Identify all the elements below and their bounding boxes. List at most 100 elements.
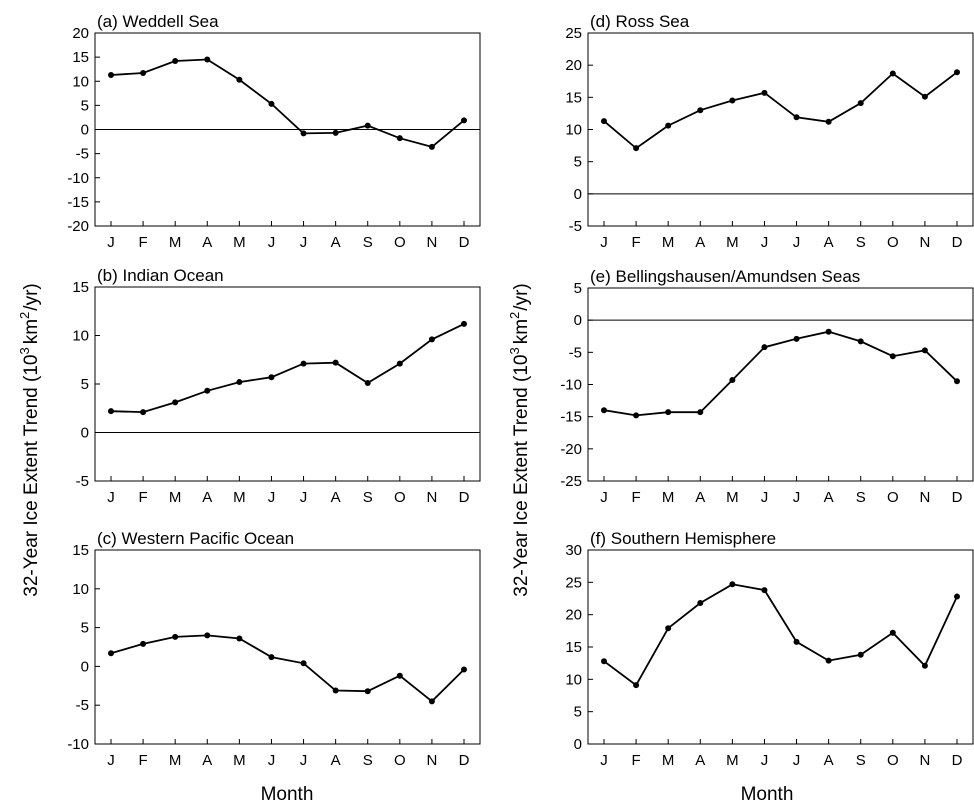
x-tick-label: A (331, 489, 341, 506)
x-tick-label: D (952, 489, 963, 506)
x-tick-label: F (139, 234, 148, 251)
x-tick-label: N (426, 752, 437, 769)
x-tick-label: A (202, 489, 212, 506)
x-tick-label: J (761, 489, 769, 506)
y-tick-label: -5 (569, 218, 582, 235)
data-point (332, 359, 339, 366)
panel-indian: -5 0 5 10 15 J F M A M J J A S O N D (b) Indian Ocean (72, 266, 481, 506)
y-tick-label: 20 (72, 25, 89, 42)
data-point (108, 650, 114, 657)
data-point (601, 118, 607, 125)
panel-southern-hemisphere: 0 5 10 15 20 25 30 J F M A M J J A S O N D (f) Southern Hem… (565, 529, 974, 769)
y-tick-label: 15 (565, 89, 582, 106)
data-point (364, 380, 371, 387)
x-tick-label: A (824, 489, 834, 506)
y-tick-label: 10 (565, 122, 582, 139)
panel-western-pacific: -10 -5 0 5 10 15 J F M A M J J A S O N D (c) Western Pacif… (67, 529, 481, 769)
y-tick-label: -10 (67, 736, 89, 753)
x-tick-label: N (426, 234, 437, 251)
x-tick-label: N (426, 489, 437, 506)
x-tick-label: J (793, 752, 801, 769)
data-point (332, 687, 339, 694)
data-point (428, 336, 435, 343)
data-point (236, 635, 243, 642)
y-tick-label: 5 (574, 704, 582, 721)
x-tick-label: A (824, 752, 834, 769)
x-tick-label: O (887, 234, 899, 251)
x-tick-label: M (233, 489, 246, 506)
panel-weddell: -20 -15 -10 -5 0 5 10 15 20 J F M A M J J A S O N D (a) Wedde… (67, 12, 481, 251)
data-point (268, 100, 275, 107)
y-tick-label: 15 (565, 639, 582, 656)
data-point (140, 70, 147, 77)
x-tick-label: M (662, 752, 675, 769)
x-tick-label: J (761, 752, 769, 769)
data-point (665, 409, 672, 416)
y-tick-label: 0 (81, 658, 89, 675)
data-point (396, 135, 403, 142)
y-axis-label-right: 32-Year Ice Extent Trend (103km2/yr) (507, 283, 532, 596)
data-point (857, 651, 864, 658)
x-tick-label: M (169, 752, 182, 769)
panel-title: (d) Ross Sea (590, 12, 690, 31)
data-point (857, 338, 864, 345)
data-point (396, 360, 403, 367)
x-tick-label: O (394, 752, 406, 769)
x-tick-label: N (919, 752, 930, 769)
data-point (108, 71, 114, 78)
data-point (300, 130, 307, 137)
y-tick-label: 10 (72, 581, 89, 598)
x-tick-label: O (394, 234, 406, 251)
data-point (697, 409, 704, 416)
data-point (204, 632, 211, 639)
series-line (603, 330, 958, 417)
x-tick-label: J (300, 752, 308, 769)
data-point (633, 145, 640, 152)
x-tick-label: S (856, 234, 866, 251)
data-point (461, 117, 467, 124)
x-tick-label: S (363, 489, 373, 506)
y-tick-label: -10 (560, 377, 582, 394)
data-point (921, 93, 928, 100)
x-tick-label: A (202, 234, 212, 251)
data-point (140, 640, 147, 647)
y-tick-label: 0 (81, 122, 89, 139)
series-line (110, 634, 465, 703)
x-tick-label: S (363, 752, 373, 769)
x-tick-label: M (662, 234, 675, 251)
y-tick-label: 15 (72, 542, 89, 559)
data-point (300, 660, 307, 667)
x-tick-label: J (793, 234, 801, 251)
y-tick-label: 5 (81, 376, 89, 393)
data-point (633, 682, 640, 689)
data-point (665, 122, 672, 129)
y-tick-label: 0 (574, 312, 582, 329)
y-tick-label: 15 (72, 49, 89, 66)
plot-frame (94, 549, 481, 745)
series-line (603, 583, 958, 687)
data-point (761, 344, 768, 351)
x-tick-label: F (139, 752, 148, 769)
data-point (140, 409, 147, 416)
data-point (697, 600, 704, 607)
y-tick-label: 5 (574, 154, 582, 171)
y-tick-label: -15 (67, 194, 89, 211)
data-point (825, 657, 832, 664)
x-tick-label: F (139, 489, 148, 506)
x-tick-label: A (695, 234, 705, 251)
x-axis-label-right: Month (741, 784, 794, 805)
x-tick-label: A (695, 752, 705, 769)
x-tick-label: F (632, 752, 641, 769)
data-point (761, 587, 768, 594)
x-tick-label: J (600, 489, 608, 506)
panel-title: (c) Western Pacific Ocean (97, 529, 294, 548)
data-point (954, 593, 960, 600)
plot-frame (94, 286, 481, 482)
y-tick-label: -25 (560, 473, 582, 490)
data-point (428, 143, 435, 150)
x-tick-label: A (331, 234, 341, 251)
data-point (172, 57, 179, 64)
x-tick-label: D (459, 234, 470, 251)
x-tick-label: O (887, 752, 899, 769)
